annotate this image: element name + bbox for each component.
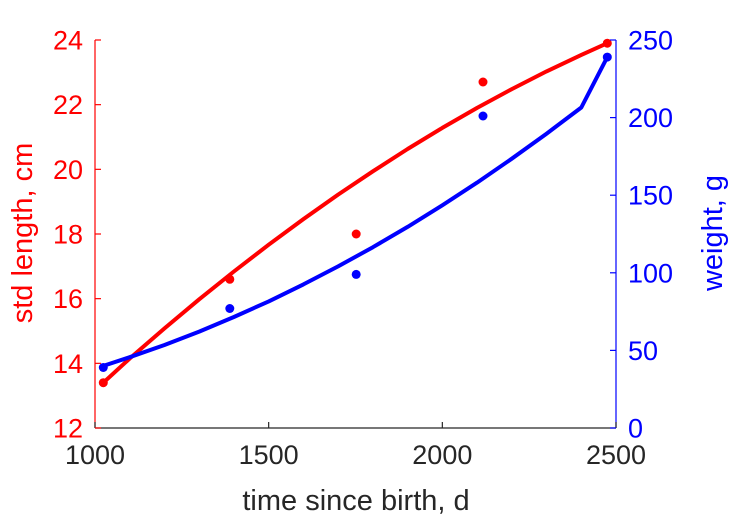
data-points [98,38,612,388]
x-tick-label-1: 1500 [239,440,299,470]
data-point-right-2 [351,269,361,279]
tick-labels: 1000 1500 2000 2500 12 14 16 18 20 22 24 0 50 100 150 2… [53,26,673,471]
y-left-tick-label-6: 24 [53,26,83,56]
x-axis-label: time since birth, d [242,485,469,517]
data-point-right-3 [478,111,488,121]
y-left-tick-label-5: 22 [53,90,83,120]
data-point-left-1 [225,274,235,284]
x-tick-label-3: 2500 [586,440,646,470]
y-right-tick-label-4: 200 [628,103,673,133]
y-left-tick-label-1: 14 [53,349,83,379]
fit-line-right [101,55,610,368]
fit-lines [101,41,610,385]
y-right-tick-label-0: 0 [628,414,643,444]
y-left-tick-label-4: 20 [53,155,83,185]
y-left-tick-label-0: 12 [53,414,83,444]
y-left-axis-label: std length, cm [7,143,39,324]
y-right-tick-label-2: 100 [628,258,673,288]
data-point-right-0 [98,363,108,372]
y-right-tick-label-3: 150 [628,181,673,211]
x-tick-label-0: 1000 [65,440,125,470]
axes [94,39,617,429]
data-point-right-4 [602,52,612,62]
data-point-left-2 [351,229,361,239]
y-right-axis-label: weight, g [697,175,729,292]
fit-line-left [101,41,610,385]
data-point-left-0 [98,378,108,388]
y-left-tick-label-2: 16 [53,284,83,314]
y-left-tick-label-3: 18 [53,220,83,250]
data-point-left-3 [478,77,488,87]
data-point-right-1 [225,304,235,313]
data-point-left-4 [602,38,612,48]
y-right-tick-label-1: 50 [628,336,658,366]
y-right-tick-label-5: 250 [628,26,673,56]
x-tick-label-2: 2000 [412,440,472,470]
